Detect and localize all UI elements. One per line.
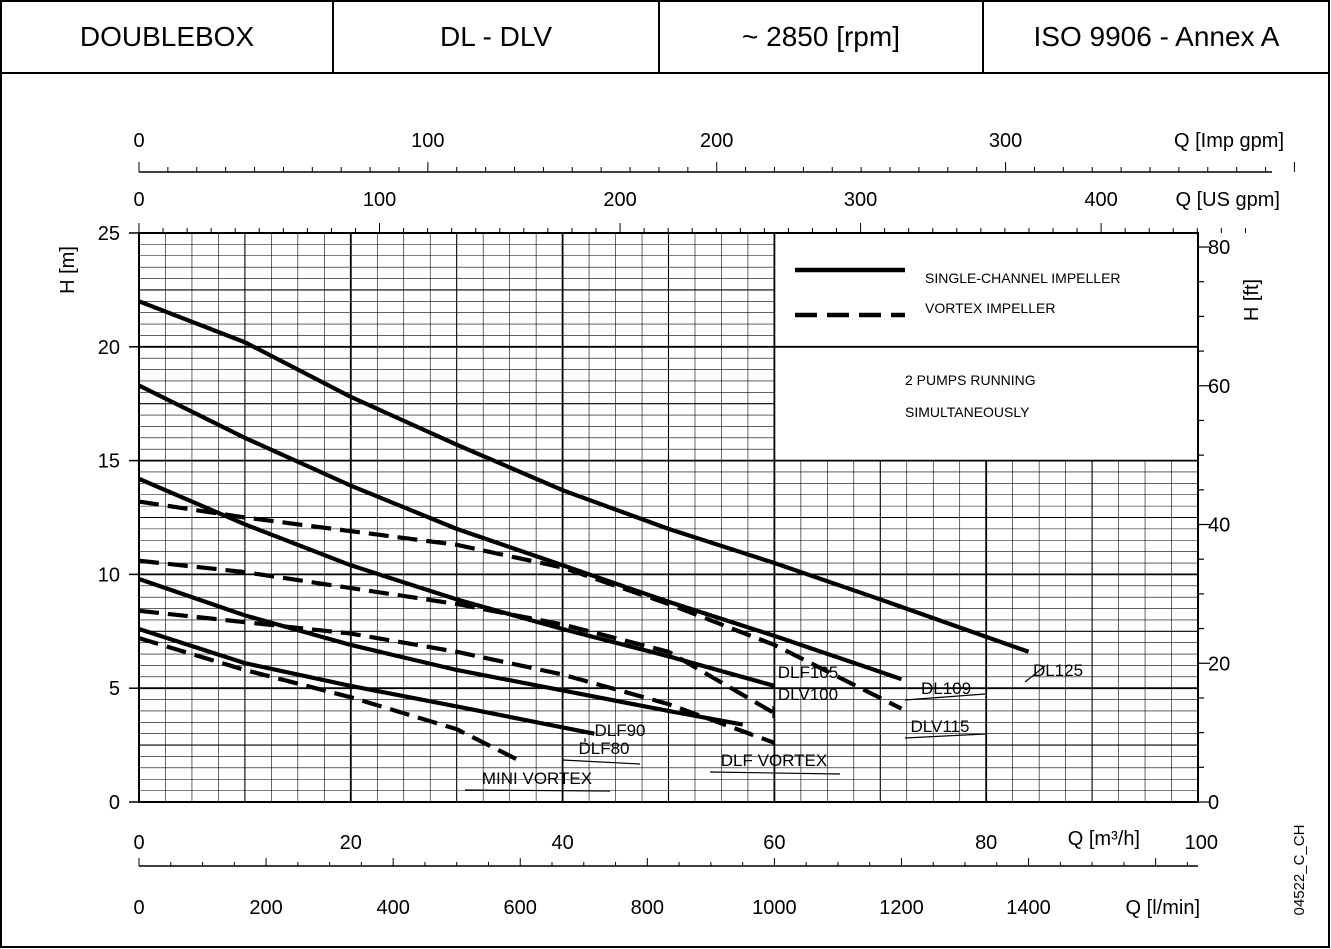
series-dl125: [138, 299, 1030, 654]
header-series: DL - DLV: [439, 21, 553, 52]
series-dl109: [138, 383, 903, 682]
series-label-dlf105: DLF105: [778, 663, 838, 682]
top-imp-tick-label: 200: [700, 130, 733, 152]
series-label-dlf80: DLF80: [578, 739, 629, 758]
series-label-dlv100: DLV100: [778, 685, 838, 704]
series-label-underline: [561, 759, 641, 765]
header-speed: ~ 2850 [rpm]: [742, 21, 900, 52]
y-tick-label: 25: [98, 223, 120, 245]
y-tick-label: 15: [98, 451, 120, 473]
series-label-underline: [904, 693, 986, 701]
x2-tick-label: 0: [133, 897, 144, 919]
y2-tick-label: 0: [1208, 792, 1219, 814]
top-us-tick-label: 400: [1084, 189, 1117, 211]
y2-tick-label: 40: [1208, 515, 1230, 537]
series-label-underline: [1024, 665, 1046, 683]
y-tick-label: 0: [109, 792, 120, 814]
y2-tick-label: 80: [1208, 237, 1230, 259]
series-label-underline: [464, 789, 611, 792]
x2-axis-label: Q [l/min]: [1126, 897, 1200, 919]
y-tick-label: 5: [109, 678, 120, 700]
series-mini-vortex: [138, 636, 522, 763]
header-model: DOUBLEBOX: [79, 21, 255, 52]
chart-legend: SINGLE-CHANNEL IMPELLER VORTEX IMPELLER …: [795, 267, 1121, 420]
y-tick-label: 20: [98, 337, 120, 359]
x2-tick-label: 200: [249, 897, 282, 919]
y-axis-label: H [m]: [57, 246, 79, 294]
legend-note-line1: 2 PUMPS RUNNING: [905, 372, 1036, 388]
legend-note-line2: SIMULTANEOUSLY: [905, 404, 1030, 420]
legend-dashed-label: VORTEX IMPELLER: [925, 300, 1055, 316]
x-tick-label: 0: [133, 832, 144, 854]
series-dlv115: [138, 499, 903, 711]
x2-tick-label: 1200: [879, 897, 924, 919]
top-us-tick-label: 0: [133, 189, 144, 211]
top-us-axis-label: Q [US gpm]: [1176, 189, 1280, 211]
x2-tick-label: 800: [631, 897, 664, 919]
x-tick-label: 40: [551, 832, 573, 854]
legend-solid-label: SINGLE-CHANNEL IMPELLER: [925, 270, 1121, 286]
x-axis-label: Q [m³/h]: [1068, 828, 1140, 850]
series-label-underline: [709, 771, 841, 775]
x2-tick-label: 600: [504, 897, 537, 919]
series-label-dlf90: DLF90: [594, 721, 645, 740]
y2-tick-label: 20: [1208, 653, 1230, 675]
top-imp-tick-label: 0: [133, 130, 144, 152]
drawing-code: 04522_C_CH: [1291, 825, 1308, 916]
x2-tick-label: 1400: [1006, 897, 1051, 919]
legend-note-box: [774, 346, 1197, 461]
series-dlf-vortex: [138, 608, 776, 745]
y2-tick-label: 60: [1208, 376, 1230, 398]
series-dlf90: [138, 576, 744, 727]
y2-axis-label: H [ft]: [1241, 279, 1263, 321]
series-label-underline: [904, 733, 986, 739]
series-dlf105: [138, 476, 775, 688]
x2-tick-label: 400: [376, 897, 409, 919]
x-tick-label: 60: [763, 832, 785, 854]
series-label-dl125: DL125: [1033, 661, 1083, 680]
top-imp-axis-label: Q [Imp gpm]: [1174, 130, 1284, 152]
x-tick-label: 100: [1185, 832, 1218, 854]
series-label-dlf-vortex: DLF VORTEX: [721, 751, 827, 770]
series-label-mini-vortex: MINI VORTEX: [482, 769, 592, 788]
top-us-tick-label: 100: [363, 189, 396, 211]
series-dlf80: [138, 627, 595, 736]
header-standard: ISO 9906 - Annex A: [1033, 21, 1280, 52]
top-us-tick-label: 200: [603, 189, 636, 211]
x-tick-label: 80: [975, 832, 997, 854]
series-dlv100: [138, 558, 776, 716]
top-imp-tick-label: 100: [411, 130, 444, 152]
series-label-dlv115: DLV115: [911, 717, 970, 736]
series-label-dl109: DL109: [921, 679, 971, 698]
top-us-tick-label: 300: [844, 189, 877, 211]
x-tick-label: 20: [340, 832, 362, 854]
y-tick-label: 10: [98, 564, 120, 586]
x2-tick-label: 1000: [752, 897, 797, 919]
legend-box: [774, 234, 1197, 347]
top-imp-tick-label: 300: [989, 130, 1022, 152]
